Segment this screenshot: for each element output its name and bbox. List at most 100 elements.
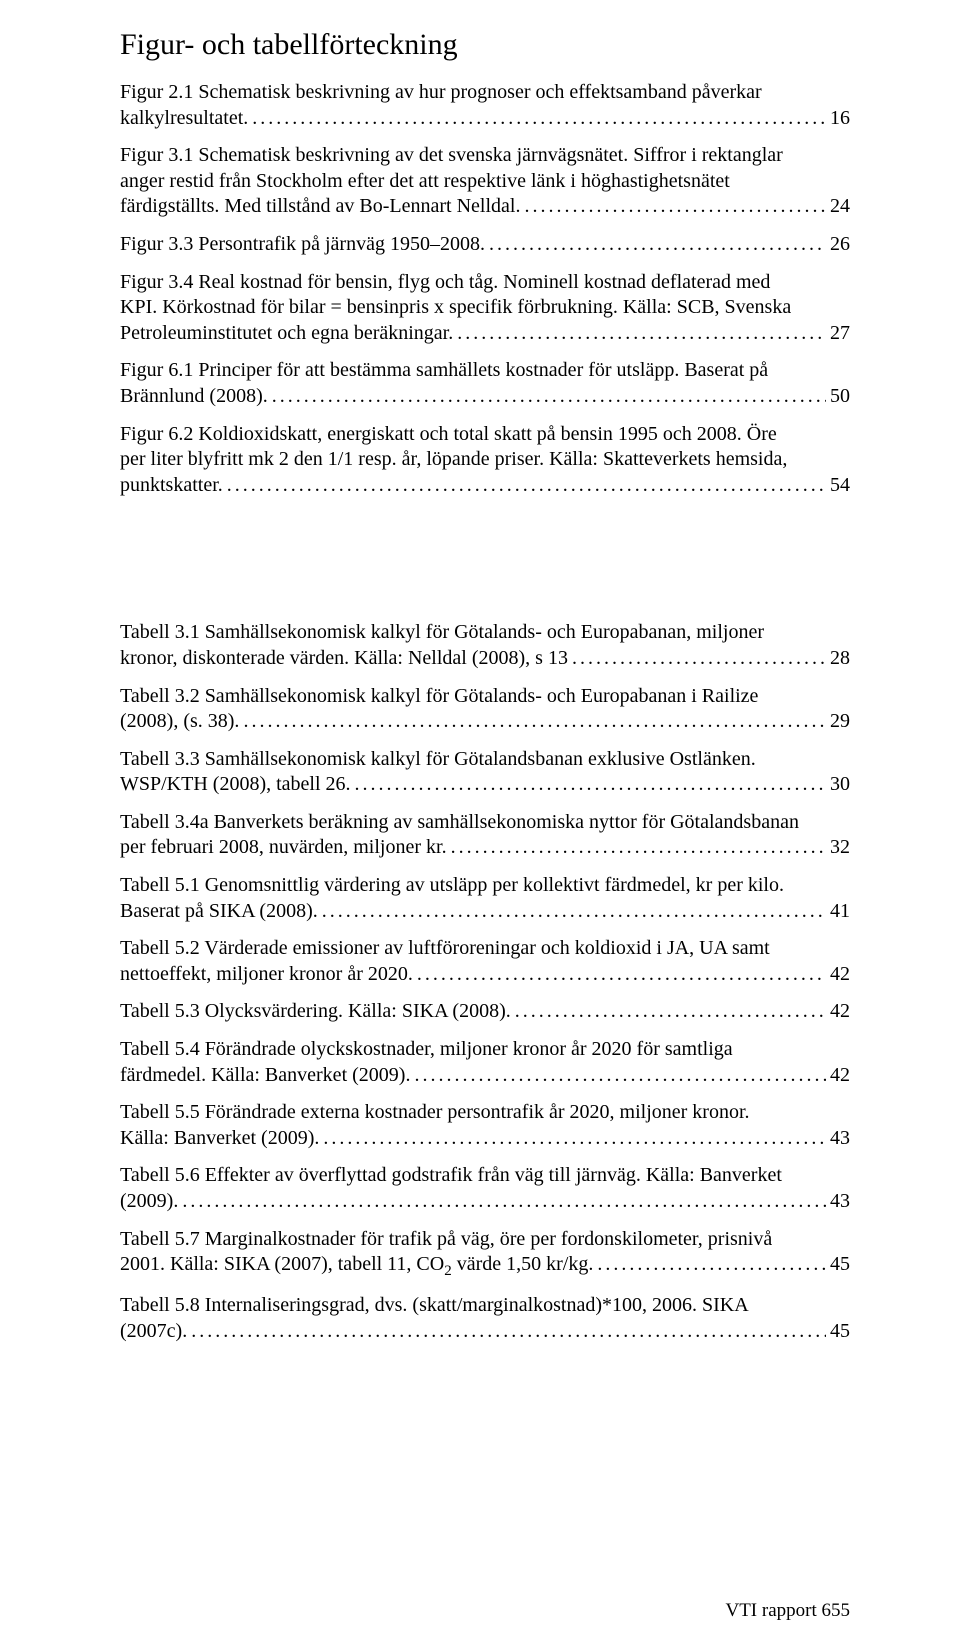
table-entry: Tabell 5.1 Genomsnittlig värdering av ut… xyxy=(120,873,850,924)
figure-entry-text: Figur 6.1 Principer för att bestämma sam… xyxy=(120,358,768,384)
table-entry-line: Baserat på SIKA (2008). 41 xyxy=(120,899,850,925)
figure-page-number: 50 xyxy=(830,384,850,410)
dot-leader xyxy=(457,321,826,347)
dot-leader xyxy=(451,835,826,861)
page-footer: VTI rapport 655 xyxy=(725,1600,850,1622)
table-page-number: 42 xyxy=(830,962,850,988)
figure-entry-text: Figur 3.1 Schematisk beskrivning av det … xyxy=(120,143,783,169)
figure-page-number: 24 xyxy=(830,194,850,220)
dot-leader xyxy=(414,1063,826,1089)
table-entry-text: kronor, diskonterade värden. Källa: Nell… xyxy=(120,646,568,672)
table-entry: Tabell 3.3 Samhällsekonomisk kalkyl för … xyxy=(120,747,850,798)
dot-leader xyxy=(182,1189,826,1215)
table-entry-text: (2007c). xyxy=(120,1319,187,1345)
table-entry-text: nettoeffekt, miljoner kronor år 2020. xyxy=(120,962,413,988)
figure-page-number: 54 xyxy=(830,473,850,499)
table-entry-text: Tabell 3.2 Samhällsekonomisk kalkyl för … xyxy=(120,684,758,710)
table-entry-text: Tabell 5.8 Internaliseringsgrad, dvs. (s… xyxy=(120,1293,749,1319)
figures-list: Figur 2.1 Schematisk beskrivning av hur … xyxy=(120,80,850,498)
document-page: Figur- och tabellförteckning Figur 2.1 S… xyxy=(0,0,960,1652)
table-entry-line: Tabell 5.1 Genomsnittlig värdering av ut… xyxy=(120,873,850,899)
figure-entry-line: Figur 6.2 Koldioxidskatt, energiskatt oc… xyxy=(120,422,850,448)
table-page-number: 30 xyxy=(830,772,850,798)
dot-leader xyxy=(489,232,826,258)
dot-leader xyxy=(272,384,826,410)
figure-entry: Figur 2.1 Schematisk beskrivning av hur … xyxy=(120,80,850,131)
figure-entry-text: Figur 3.4 Real kostnad för bensin, flyg … xyxy=(120,270,770,296)
dot-leader xyxy=(524,194,826,220)
figure-page-number: 16 xyxy=(830,106,850,132)
table-page-number: 43 xyxy=(830,1189,850,1215)
section-gap xyxy=(120,510,850,620)
table-entry: Tabell 5.8 Internaliseringsgrad, dvs. (s… xyxy=(120,1293,850,1344)
table-entry-text: Tabell 3.1 Samhällsekonomisk kalkyl för … xyxy=(120,620,764,646)
dot-leader xyxy=(572,646,826,672)
table-entry-text: Tabell 5.2 Värderade emissioner av luftf… xyxy=(120,936,770,962)
figure-entry-text: Figur 2.1 Schematisk beskrivning av hur … xyxy=(120,80,762,106)
figure-entry-text: Figur 6.2 Koldioxidskatt, energiskatt oc… xyxy=(120,422,777,448)
figure-entry-text: Figur 3.3 Persontrafik på järnväg 1950–2… xyxy=(120,232,485,258)
figure-entry: Figur 3.1 Schematisk beskrivning av det … xyxy=(120,143,850,220)
table-entry-text: Tabell 3.4a Banverkets beräkning av samh… xyxy=(120,810,799,836)
table-entry-line: 2001. Källa: SIKA (2007), tabell 11, CO2… xyxy=(120,1252,850,1281)
table-entry-line: WSP/KTH (2008), tabell 26. 30 xyxy=(120,772,850,798)
figure-entry-line: Figur 2.1 Schematisk beskrivning av hur … xyxy=(120,80,850,106)
dot-leader xyxy=(322,899,826,925)
table-page-number: 41 xyxy=(830,899,850,925)
table-page-number: 28 xyxy=(830,646,850,672)
table-entry-line: per februari 2008, nuvärden, miljoner kr… xyxy=(120,835,850,861)
figure-page-number: 27 xyxy=(830,321,850,347)
table-entry-line: Tabell 3.4a Banverkets beräkning av samh… xyxy=(120,810,850,836)
table-entry-line: Tabell 3.2 Samhällsekonomisk kalkyl för … xyxy=(120,684,850,710)
figure-page-number: 26 xyxy=(830,232,850,258)
table-entry-line: Tabell 3.3 Samhällsekonomisk kalkyl för … xyxy=(120,747,850,773)
figure-entry-line: punktskatter. 54 xyxy=(120,473,850,499)
figure-entry: Figur 3.4 Real kostnad för bensin, flyg … xyxy=(120,270,850,347)
table-page-number: 45 xyxy=(830,1319,850,1345)
figure-entry-text: per liter blyfritt mk 2 den 1/1 resp. år… xyxy=(120,447,787,473)
table-entry-text: färdmedel. Källa: Banverket (2009). xyxy=(120,1063,410,1089)
table-entry-text: Tabell 5.7 Marginalkostnader för trafik … xyxy=(120,1227,772,1253)
figure-entry-line: kalkylresultatet. 16 xyxy=(120,106,850,132)
table-entry-text: WSP/KTH (2008), tabell 26. xyxy=(120,772,351,798)
dot-leader xyxy=(227,473,826,499)
figure-entry-line: per liter blyfritt mk 2 den 1/1 resp. år… xyxy=(120,447,850,473)
table-entry-line: Tabell 5.7 Marginalkostnader för trafik … xyxy=(120,1227,850,1253)
table-entry-text: Tabell 3.3 Samhällsekonomisk kalkyl för … xyxy=(120,747,756,773)
dot-leader xyxy=(243,709,826,735)
figure-entry-text: anger restid från Stockholm efter det at… xyxy=(120,169,730,195)
table-entry-line: Tabell 3.1 Samhällsekonomisk kalkyl för … xyxy=(120,620,850,646)
table-entry-text: (2008), (s. 38). xyxy=(120,709,239,735)
table-entry-line: nettoeffekt, miljoner kronor år 2020. 42 xyxy=(120,962,850,988)
table-entry-text: per februari 2008, nuvärden, miljoner kr… xyxy=(120,835,447,861)
table-entry: Tabell 3.4a Banverkets beräkning av samh… xyxy=(120,810,850,861)
figure-entry-line: anger restid från Stockholm efter det at… xyxy=(120,169,850,195)
table-entry-text: Tabell 5.5 Förändrade externa kostnader … xyxy=(120,1100,750,1126)
table-entry-text: Tabell 5.6 Effekter av överflyttad godst… xyxy=(120,1163,782,1189)
figure-entry-line: Figur 3.1 Schematisk beskrivning av det … xyxy=(120,143,850,169)
table-entry-line: Tabell 5.5 Förändrade externa kostnader … xyxy=(120,1100,850,1126)
table-page-number: 29 xyxy=(830,709,850,735)
table-page-number: 45 xyxy=(830,1252,850,1278)
table-entry-line: Tabell 5.4 Förändrade olyckskostnader, m… xyxy=(120,1037,850,1063)
figure-entry-line: Figur 3.3 Persontrafik på järnväg 1950–2… xyxy=(120,232,850,258)
figure-entry-text: punktskatter. xyxy=(120,473,223,499)
table-entry-line: Tabell 5.2 Värderade emissioner av luftf… xyxy=(120,936,850,962)
table-entry-line: (2009). 43 xyxy=(120,1189,850,1215)
table-page-number: 43 xyxy=(830,1126,850,1152)
dot-leader xyxy=(515,999,826,1025)
table-entry-text: 2001. Källa: SIKA (2007), tabell 11, CO2… xyxy=(120,1252,593,1281)
table-entry: Tabell 5.6 Effekter av överflyttad godst… xyxy=(120,1163,850,1214)
figure-entry: Figur 6.1 Principer för att bestämma sam… xyxy=(120,358,850,409)
table-page-number: 32 xyxy=(830,835,850,861)
figure-entry-line: Brännlund (2008). 50 xyxy=(120,384,850,410)
table-entry-line: Källa: Banverket (2009). 43 xyxy=(120,1126,850,1152)
dot-leader xyxy=(597,1252,826,1278)
table-entry-line: Tabell 5.8 Internaliseringsgrad, dvs. (s… xyxy=(120,1293,850,1319)
table-entry-text: Tabell 5.4 Förändrade olyckskostnader, m… xyxy=(120,1037,733,1063)
figure-entry: Figur 6.2 Koldioxidskatt, energiskatt oc… xyxy=(120,422,850,499)
table-entry-line: kronor, diskonterade värden. Källa: Nell… xyxy=(120,646,850,672)
table-entry: Tabell 3.1 Samhällsekonomisk kalkyl för … xyxy=(120,620,850,671)
figure-entry-text: Brännlund (2008). xyxy=(120,384,268,410)
table-entry-text: (2009). xyxy=(120,1189,178,1215)
